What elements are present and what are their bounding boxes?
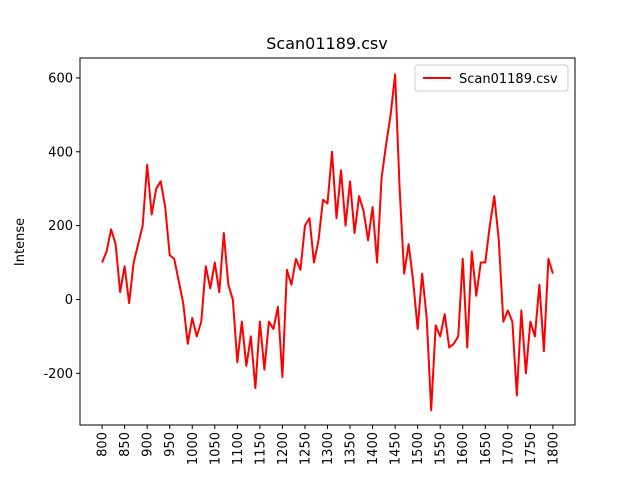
y-tick-label: -200: [43, 367, 73, 382]
legend-box: [414, 64, 569, 92]
x-tick-label: 1450: [389, 432, 404, 465]
x-tick-label: 1750: [524, 432, 539, 465]
x-tick-label: 1700: [501, 432, 516, 465]
x-tick-label: 1800: [546, 432, 561, 465]
y-tick-label: 400: [48, 145, 73, 160]
legend-label: Scan01189.csv: [459, 72, 558, 87]
y-tick-label: 200: [48, 219, 73, 234]
x-tick-label: 800: [96, 432, 111, 457]
x-tick-label: 1150: [253, 432, 268, 465]
chart-title: Scan01189.csv: [266, 34, 387, 53]
x-tick-label: 850: [118, 432, 133, 457]
x-tick-label: 1400: [366, 432, 381, 465]
x-tick-label: 1550: [434, 432, 449, 465]
x-tick-label: 1600: [456, 432, 471, 465]
x-tick-label: 1300: [321, 432, 336, 465]
y-tick-label: 0: [65, 293, 73, 308]
x-tick-label: 900: [141, 432, 156, 457]
plot-frame: [79, 57, 576, 426]
x-tick-label: 1250: [298, 432, 313, 465]
x-tick-label: 1650: [479, 432, 494, 465]
x-tick-label: 1350: [344, 432, 359, 465]
x-tick-label: 1200: [276, 432, 291, 465]
x-tick-label: 1000: [186, 432, 201, 465]
y-tick-label: 600: [48, 71, 73, 86]
x-tick-label: 1100: [231, 432, 246, 465]
x-tick-label: 1050: [208, 432, 223, 465]
x-tick-label: 950: [163, 432, 178, 457]
y-axis-label: Intense: [13, 218, 28, 266]
x-tick-label: 1500: [411, 432, 426, 465]
data-line: [101, 73, 554, 412]
